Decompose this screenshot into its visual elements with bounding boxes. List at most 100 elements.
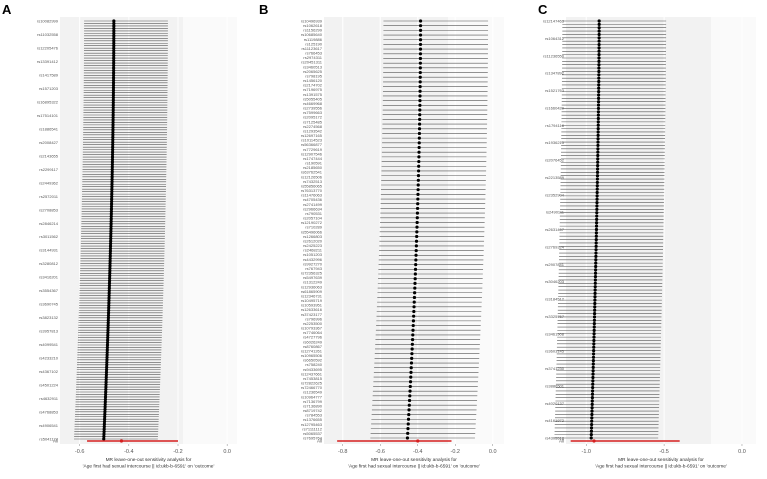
snp-estimate-point xyxy=(112,41,116,45)
snp-estimate-point xyxy=(110,172,114,176)
snp-label: rs1293542 xyxy=(303,128,323,133)
snp-estimate-point xyxy=(593,274,598,279)
snp-label: rs3823132 xyxy=(39,315,59,320)
snp-estimate-point xyxy=(107,296,111,300)
snp-estimate-point xyxy=(591,379,595,383)
snp-estimate-point xyxy=(594,264,598,269)
snp-estimate-point xyxy=(107,286,111,290)
snp-estimate-point xyxy=(596,113,600,117)
snp-estimate-point xyxy=(595,180,599,185)
panel-a-letter: A xyxy=(2,2,12,17)
snp-label: rs2449362 xyxy=(39,180,59,185)
snp-estimate-point xyxy=(109,234,113,238)
snp-estimate-point xyxy=(595,207,599,211)
snp-estimate-point xyxy=(104,378,108,382)
snp-label: rs4705436 xyxy=(303,197,323,202)
snp-label: rs16895322 xyxy=(37,99,59,104)
snp-estimate-point xyxy=(102,434,106,439)
snp-label: rs2846214 xyxy=(39,221,59,226)
snp-label: rs2174702 xyxy=(303,83,323,88)
snp-estimate-point xyxy=(590,399,594,403)
snp-label: rs3144931 xyxy=(39,248,59,253)
snp-label: rs4099541 xyxy=(39,342,59,347)
snp-estimate-point xyxy=(109,239,113,243)
snp-label: rs2907841 xyxy=(545,262,565,267)
snp-estimate-point xyxy=(111,125,115,129)
snp-estimate-point xyxy=(592,332,596,336)
snp-estimate-point xyxy=(408,394,412,398)
snp-estimate-point xyxy=(596,160,600,164)
snp-estimate-point xyxy=(112,29,116,33)
overall-label: All xyxy=(53,439,58,444)
snp-estimate-point xyxy=(589,426,594,430)
snp-estimate-point xyxy=(409,370,413,375)
snp-estimate-point xyxy=(418,117,422,121)
snp-estimate-point xyxy=(596,110,601,114)
snp-estimate-point xyxy=(591,355,596,359)
snp-label: rs3460513 xyxy=(303,64,323,69)
snp-label: rs3741230 xyxy=(545,366,565,371)
snp-estimate-point xyxy=(591,359,595,363)
snp-estimate-point xyxy=(104,373,108,377)
snp-estimate-point xyxy=(409,361,414,365)
snp-estimate-point xyxy=(413,267,418,271)
snp-label: rs1886541 xyxy=(39,126,59,131)
snp-label: rs1062618 xyxy=(303,23,323,28)
snp-estimate-point xyxy=(406,417,411,421)
snp-estimate-point xyxy=(594,258,598,262)
snp-estimate-point xyxy=(112,36,116,40)
snp-label: rs10496939 xyxy=(301,19,323,24)
snp-estimate-point xyxy=(110,185,114,189)
snp-estimate-point xyxy=(102,427,106,431)
snp-estimate-point xyxy=(111,78,116,82)
snp-estimate-point xyxy=(597,42,601,47)
snp-estimate-point xyxy=(111,130,115,134)
panel-b: B rs10496939 rs1062618 rs1156299 rs10685640… xyxy=(258,0,516,474)
snp-label: rs1347892 xyxy=(545,71,565,76)
snp-estimate-point xyxy=(595,184,599,188)
snp-estimate-point xyxy=(594,254,598,259)
snp-label: rs11476063 xyxy=(301,193,323,198)
snp-estimate-point xyxy=(405,436,410,440)
snp-estimate-point xyxy=(106,311,111,315)
snp-label: rs12126506 xyxy=(301,174,323,179)
snp-estimate-point xyxy=(111,113,115,117)
snp-label: rs12633616 xyxy=(301,307,323,312)
snp-estimate-point xyxy=(417,127,422,131)
snp-estimate-point xyxy=(418,47,423,51)
snp-label: rs2966634 xyxy=(303,206,323,211)
snp-estimate-point xyxy=(104,382,108,387)
snp-label: rs1456120 xyxy=(303,78,323,83)
snp-estimate-point xyxy=(110,199,114,204)
snp-estimate-point xyxy=(104,385,108,389)
snp-estimate-point xyxy=(590,402,594,406)
snp-estimate-point xyxy=(105,350,109,355)
snp-label: rs61865909 xyxy=(301,289,323,294)
snp-estimate-point xyxy=(413,291,417,295)
snp-estimate-point xyxy=(416,188,420,192)
snp-label: rs12190272 xyxy=(301,220,323,225)
snp-estimate-point xyxy=(108,249,112,253)
snp-estimate-point xyxy=(412,309,416,314)
snp-estimate-point xyxy=(111,98,115,102)
snp-estimate-point xyxy=(108,254,112,258)
snp-estimate-point xyxy=(597,46,601,50)
snp-estimate-point xyxy=(103,395,108,399)
snp-estimate-point xyxy=(597,79,601,84)
snp-estimate-point xyxy=(108,251,112,256)
snp-label: rs125190 xyxy=(305,41,322,46)
snp-estimate-point xyxy=(106,318,110,322)
snp-estimate-point xyxy=(104,368,109,372)
snp-label: rs10685640 xyxy=(301,32,323,37)
snp-estimate-point xyxy=(592,342,596,346)
snp-estimate-point xyxy=(596,120,600,124)
snp-label: rs2708853 xyxy=(39,207,59,212)
snp-estimate-point xyxy=(111,93,115,97)
snp-label: rs3957813 xyxy=(39,329,59,334)
snp-estimate-point xyxy=(111,103,115,107)
snp-label: rs1236549 xyxy=(303,390,323,395)
snp-estimate-point xyxy=(595,217,599,222)
snp-estimate-point xyxy=(112,19,116,23)
snp-estimate-point xyxy=(110,187,114,191)
snp-estimate-point xyxy=(418,80,422,84)
